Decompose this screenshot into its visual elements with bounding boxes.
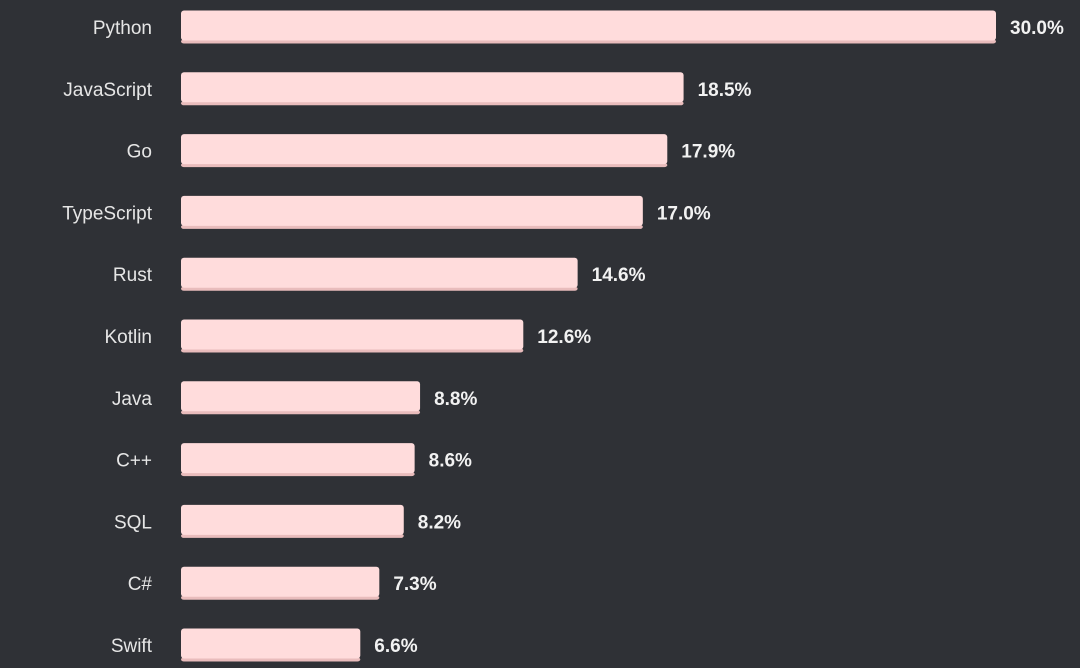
bar <box>181 10 996 41</box>
bar <box>181 319 524 350</box>
bar-group: Go 17.9% <box>127 134 735 168</box>
bar-group: SQL 8.2% <box>114 504 461 538</box>
value-label: 6.6% <box>374 636 417 657</box>
bar-group: Kotlin 12.6% <box>104 319 591 353</box>
bar <box>181 134 668 165</box>
value-label: 18.5% <box>698 80 752 101</box>
bar <box>181 443 415 474</box>
bar-group: Python 30.0% <box>93 10 1064 44</box>
category-label: SQL <box>114 512 152 533</box>
category-label: Swift <box>111 636 153 657</box>
value-label: 17.9% <box>681 142 735 163</box>
category-label: Kotlin <box>104 327 152 348</box>
category-label: Java <box>112 389 153 410</box>
category-label: TypeScript <box>62 203 152 224</box>
bar <box>181 72 684 103</box>
bar <box>181 195 643 226</box>
category-label: Python <box>93 18 152 39</box>
bar <box>181 566 380 597</box>
bar-group: C# 7.3% <box>128 566 437 600</box>
value-label: 8.8% <box>434 389 477 410</box>
bar <box>181 504 404 535</box>
category-label: Go <box>127 142 152 163</box>
bar-group: Swift 6.6% <box>111 628 418 662</box>
category-label: C++ <box>116 451 152 472</box>
bar <box>181 257 578 288</box>
bar <box>181 628 361 659</box>
bar-group: TypeScript 17.0% <box>62 195 711 229</box>
value-label: 8.6% <box>429 451 472 472</box>
category-label: Rust <box>113 265 153 286</box>
bar <box>181 381 421 412</box>
category-label: JavaScript <box>63 80 152 101</box>
value-label: 8.2% <box>418 512 461 533</box>
bar-group: JavaScript 18.5% <box>63 72 752 106</box>
bar-group: Rust 14.6% <box>113 257 646 291</box>
bar-group: Java 8.8% <box>112 381 477 415</box>
bar-group: C++ 8.6% <box>116 443 472 477</box>
value-label: 14.6% <box>592 265 646 286</box>
value-label: 17.0% <box>657 203 711 224</box>
value-label: 12.6% <box>537 327 591 348</box>
value-label: 30.0% <box>1010 18 1064 39</box>
value-label: 7.3% <box>393 574 436 595</box>
category-label: C# <box>128 574 153 595</box>
